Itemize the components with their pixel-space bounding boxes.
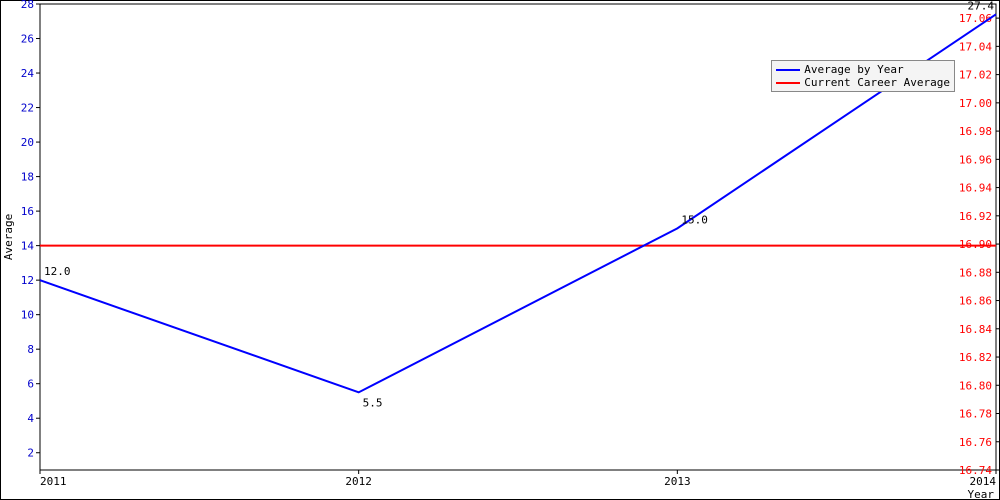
legend-label-2: Current Career Average <box>804 76 950 89</box>
legend-swatch-2 <box>776 82 800 84</box>
svg-text:6: 6 <box>27 378 34 391</box>
svg-text:4: 4 <box>27 412 34 425</box>
svg-text:8: 8 <box>27 343 34 356</box>
svg-text:12.0: 12.0 <box>44 265 71 278</box>
svg-text:16.82: 16.82 <box>959 351 992 364</box>
legend-item-career-avg: Current Career Average <box>776 76 950 89</box>
svg-text:16.92: 16.92 <box>959 210 992 223</box>
svg-text:16.88: 16.88 <box>959 266 992 279</box>
svg-text:16.78: 16.78 <box>959 408 992 421</box>
legend-swatch-1 <box>776 69 800 71</box>
svg-text:28: 28 <box>21 0 34 11</box>
svg-text:16.80: 16.80 <box>959 379 992 392</box>
svg-text:26: 26 <box>21 33 34 46</box>
svg-text:24: 24 <box>21 67 35 80</box>
svg-text:17.04: 17.04 <box>959 40 992 53</box>
legend: Average by Year Current Career Average <box>771 60 955 92</box>
svg-text:16.86: 16.86 <box>959 295 992 308</box>
svg-text:16.96: 16.96 <box>959 153 992 166</box>
chart-container: 24681012141618202224262816.7416.7616.781… <box>0 0 1000 500</box>
svg-text:27.4: 27.4 <box>968 0 995 12</box>
svg-text:14: 14 <box>21 240 35 253</box>
svg-text:5.5: 5.5 <box>363 396 383 409</box>
svg-text:17.00: 17.00 <box>959 97 992 110</box>
svg-text:2013: 2013 <box>664 475 691 488</box>
svg-text:16.90: 16.90 <box>959 238 992 251</box>
svg-text:17.06: 17.06 <box>959 12 992 25</box>
svg-text:18: 18 <box>21 171 34 184</box>
svg-text:2012: 2012 <box>345 475 372 488</box>
svg-text:2: 2 <box>27 447 34 460</box>
svg-text:16.76: 16.76 <box>959 436 992 449</box>
legend-item-avg-by-year: Average by Year <box>776 63 950 76</box>
legend-label-1: Average by Year <box>804 63 903 76</box>
svg-text:15.0: 15.0 <box>681 213 708 226</box>
svg-text:2011: 2011 <box>40 475 67 488</box>
svg-text:12: 12 <box>21 274 34 287</box>
svg-text:Year: Year <box>968 488 995 500</box>
svg-text:22: 22 <box>21 102 34 115</box>
svg-text:10: 10 <box>21 309 34 322</box>
svg-text:17.02: 17.02 <box>959 69 992 82</box>
svg-text:20: 20 <box>21 136 34 149</box>
svg-text:16.84: 16.84 <box>959 323 992 336</box>
svg-text:Average: Average <box>2 214 15 260</box>
svg-text:16: 16 <box>21 205 34 218</box>
svg-text:16.94: 16.94 <box>959 182 992 195</box>
svg-text:2014: 2014 <box>970 475 997 488</box>
svg-text:16.98: 16.98 <box>959 125 992 138</box>
